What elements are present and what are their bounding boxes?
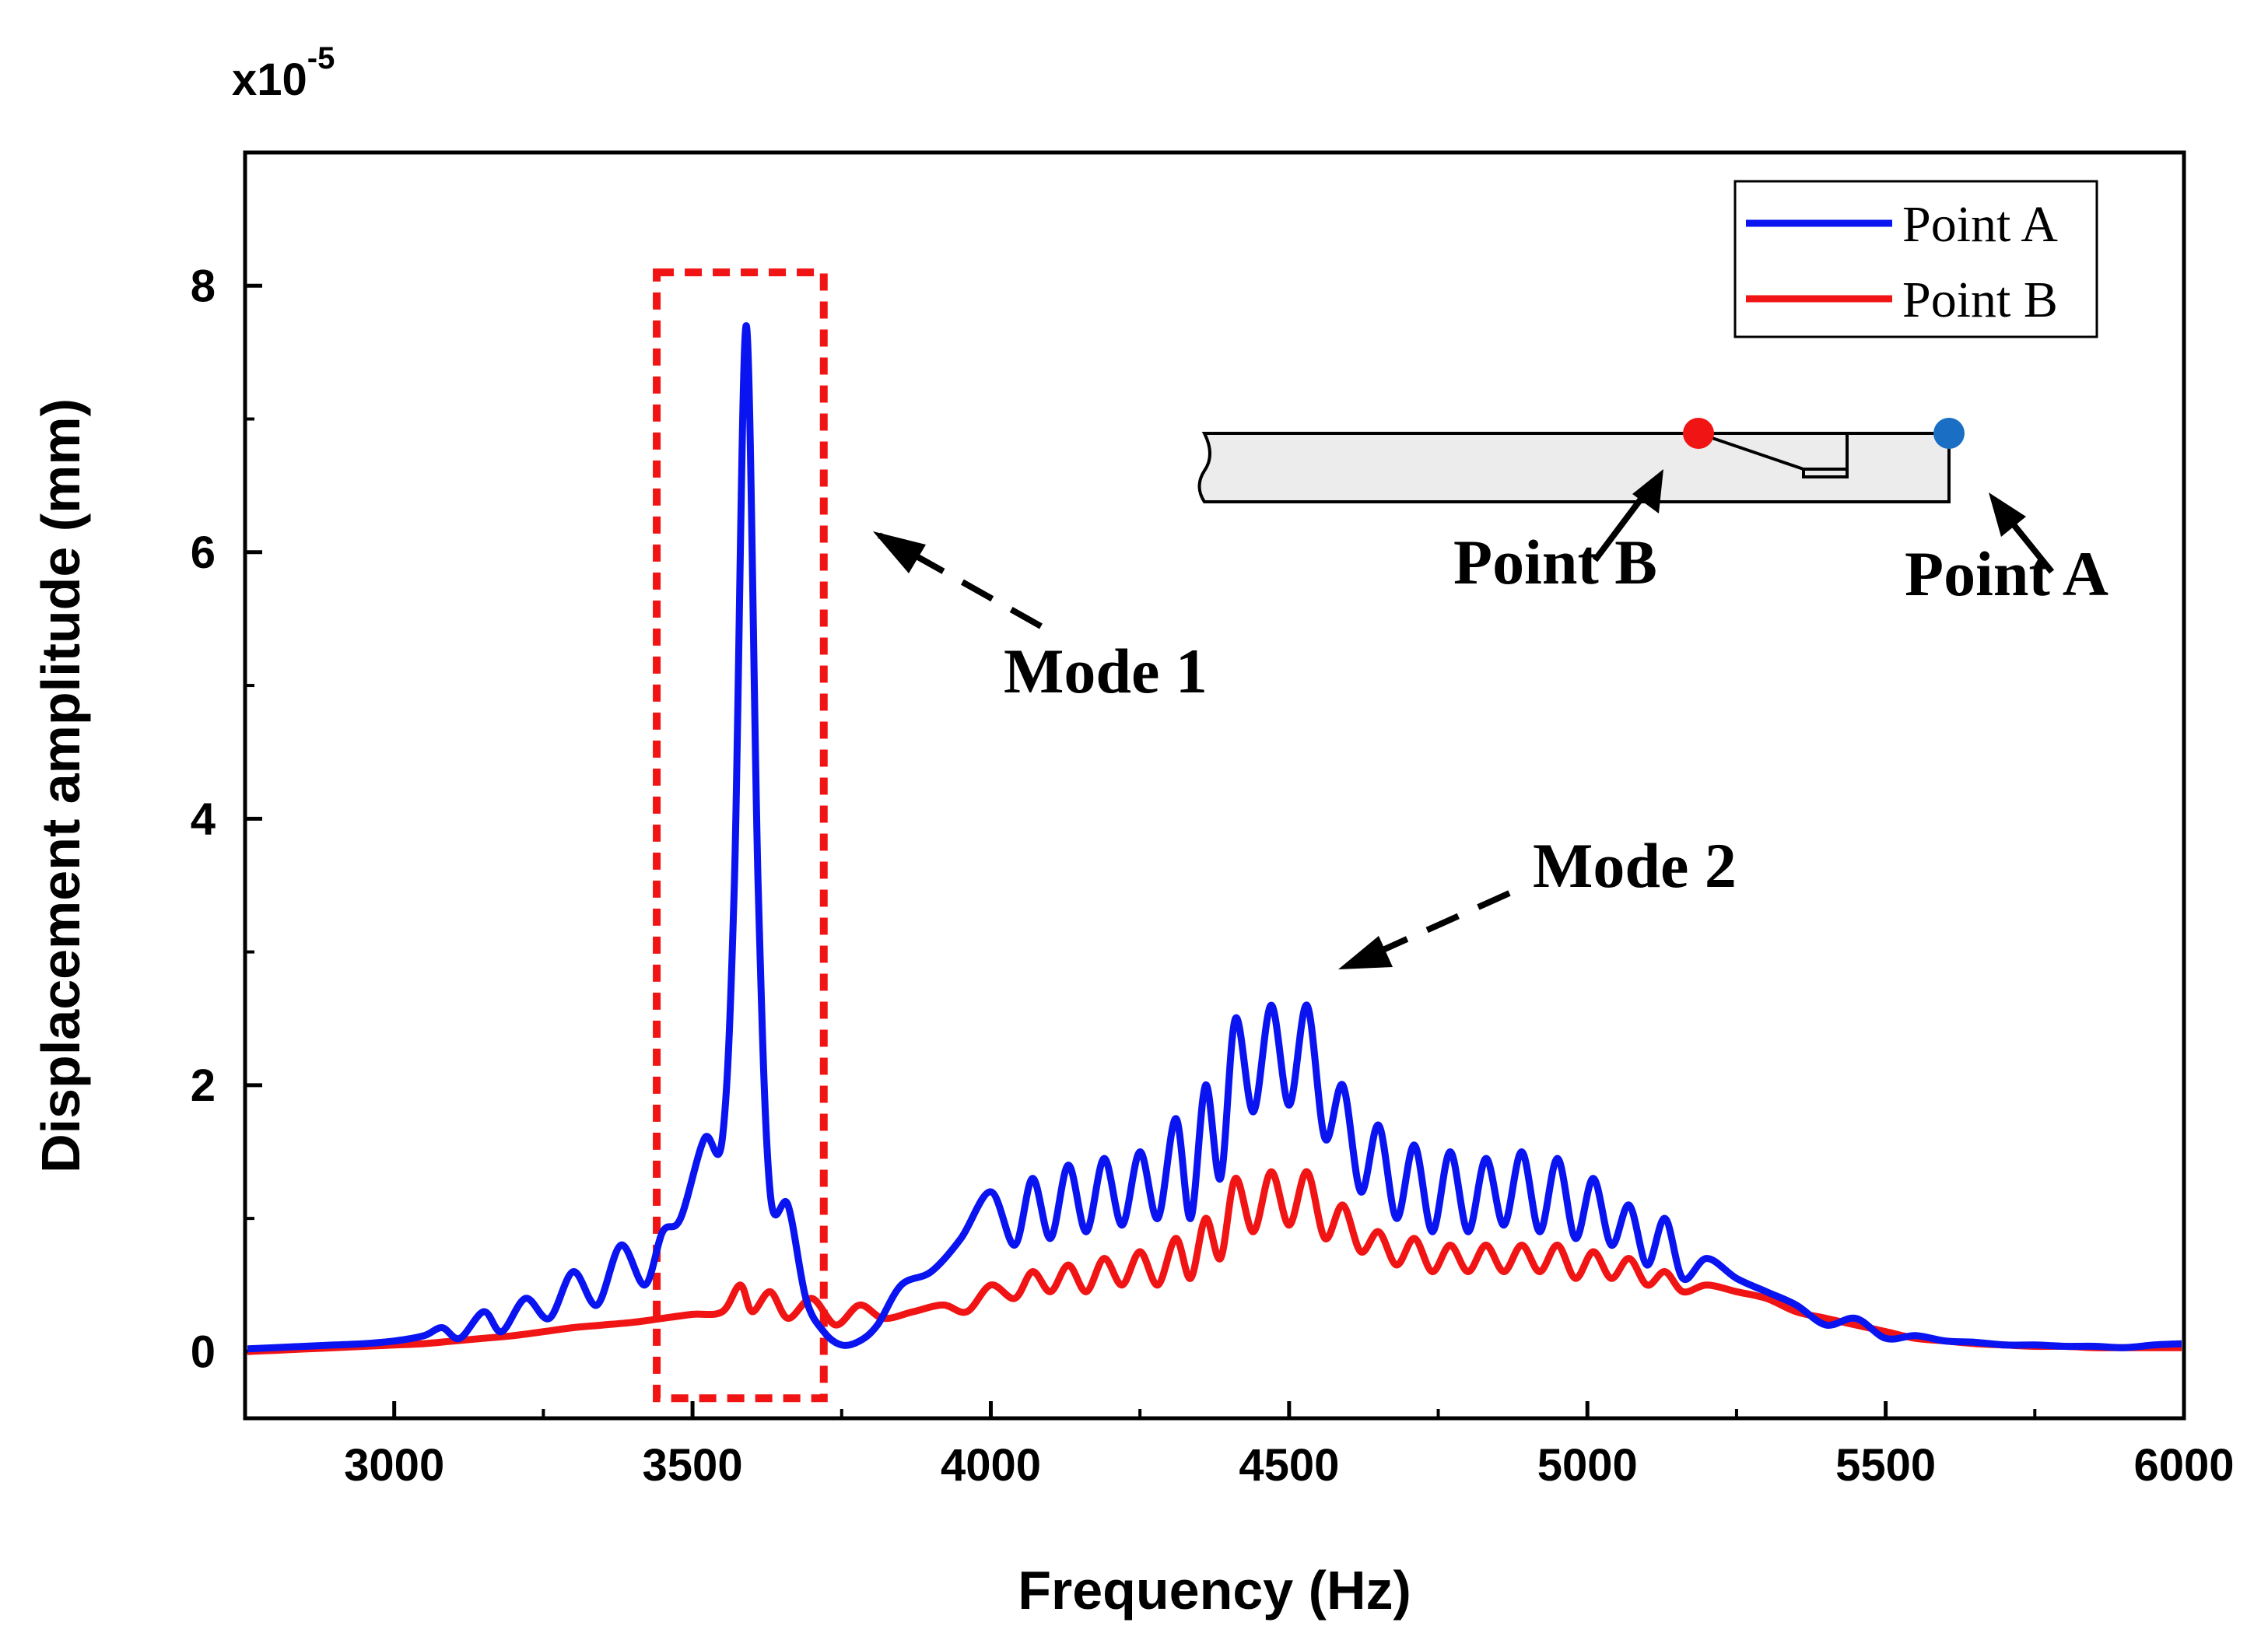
point-b-label: Point B bbox=[1453, 527, 1657, 597]
legend: Point A Point B bbox=[1733, 180, 2098, 338]
x-tick-label: 3500 bbox=[643, 1440, 743, 1491]
mode1-highlight-box bbox=[653, 268, 828, 1403]
legend-box bbox=[1733, 180, 2098, 338]
legend-label-point-b: Point B bbox=[1902, 272, 2058, 328]
beam-body bbox=[1197, 432, 1951, 503]
x-tick-label: 3000 bbox=[344, 1440, 444, 1491]
x-tick-label: 5000 bbox=[1537, 1440, 1638, 1491]
y-tick-label: 4 bbox=[191, 794, 216, 844]
plot-frame bbox=[243, 150, 2186, 1421]
series-line-point-b bbox=[247, 1168, 2182, 1355]
x-tick-label: 4500 bbox=[1239, 1440, 1339, 1491]
beam-schematic bbox=[1197, 418, 1965, 503]
x-tick-label: 6000 bbox=[2133, 1440, 2234, 1491]
legend-label-point-a: Point A bbox=[1902, 196, 2058, 253]
point-a-arrowhead bbox=[1989, 492, 2026, 537]
x-tick-label: 5500 bbox=[1835, 1440, 1936, 1491]
point-b-arrowhead bbox=[1632, 469, 1663, 513]
point-b-marker bbox=[1683, 418, 1714, 449]
annotation-arrows bbox=[873, 469, 2055, 969]
axis-tick-labels: 3000 3500 4000 4500 5000 5500 6000 0 2 4 6 8 bbox=[191, 261, 2235, 1491]
x-axis-title: Frequency (Hz) bbox=[1018, 1560, 1411, 1621]
mode1-arrow-shaft bbox=[878, 532, 1043, 629]
point-a-marker bbox=[1933, 418, 1965, 449]
mode1-arrowhead bbox=[873, 531, 926, 573]
series-layer bbox=[247, 322, 2182, 1355]
mode2-arrowhead bbox=[1338, 936, 1393, 969]
y-tick-label: 2 bbox=[191, 1060, 216, 1111]
axis-ticks bbox=[245, 283, 2186, 1418]
y-tick-label: 0 bbox=[191, 1326, 216, 1377]
mode2-label: Mode 2 bbox=[1533, 830, 1737, 901]
point-a-label: Point A bbox=[1905, 538, 2109, 609]
x-tick-label: 4000 bbox=[941, 1440, 1041, 1491]
series-line-point-a bbox=[247, 322, 2182, 1353]
y-axis-title: Displacement amplitude (mm) bbox=[30, 398, 91, 1173]
mode1-label: Mode 1 bbox=[1004, 636, 1208, 706]
y-tick-label: 6 bbox=[191, 527, 216, 578]
y-multiplier: x10-5 bbox=[232, 41, 335, 105]
crack-notch bbox=[1698, 432, 1849, 478]
y-tick-label: 8 bbox=[191, 261, 216, 311]
